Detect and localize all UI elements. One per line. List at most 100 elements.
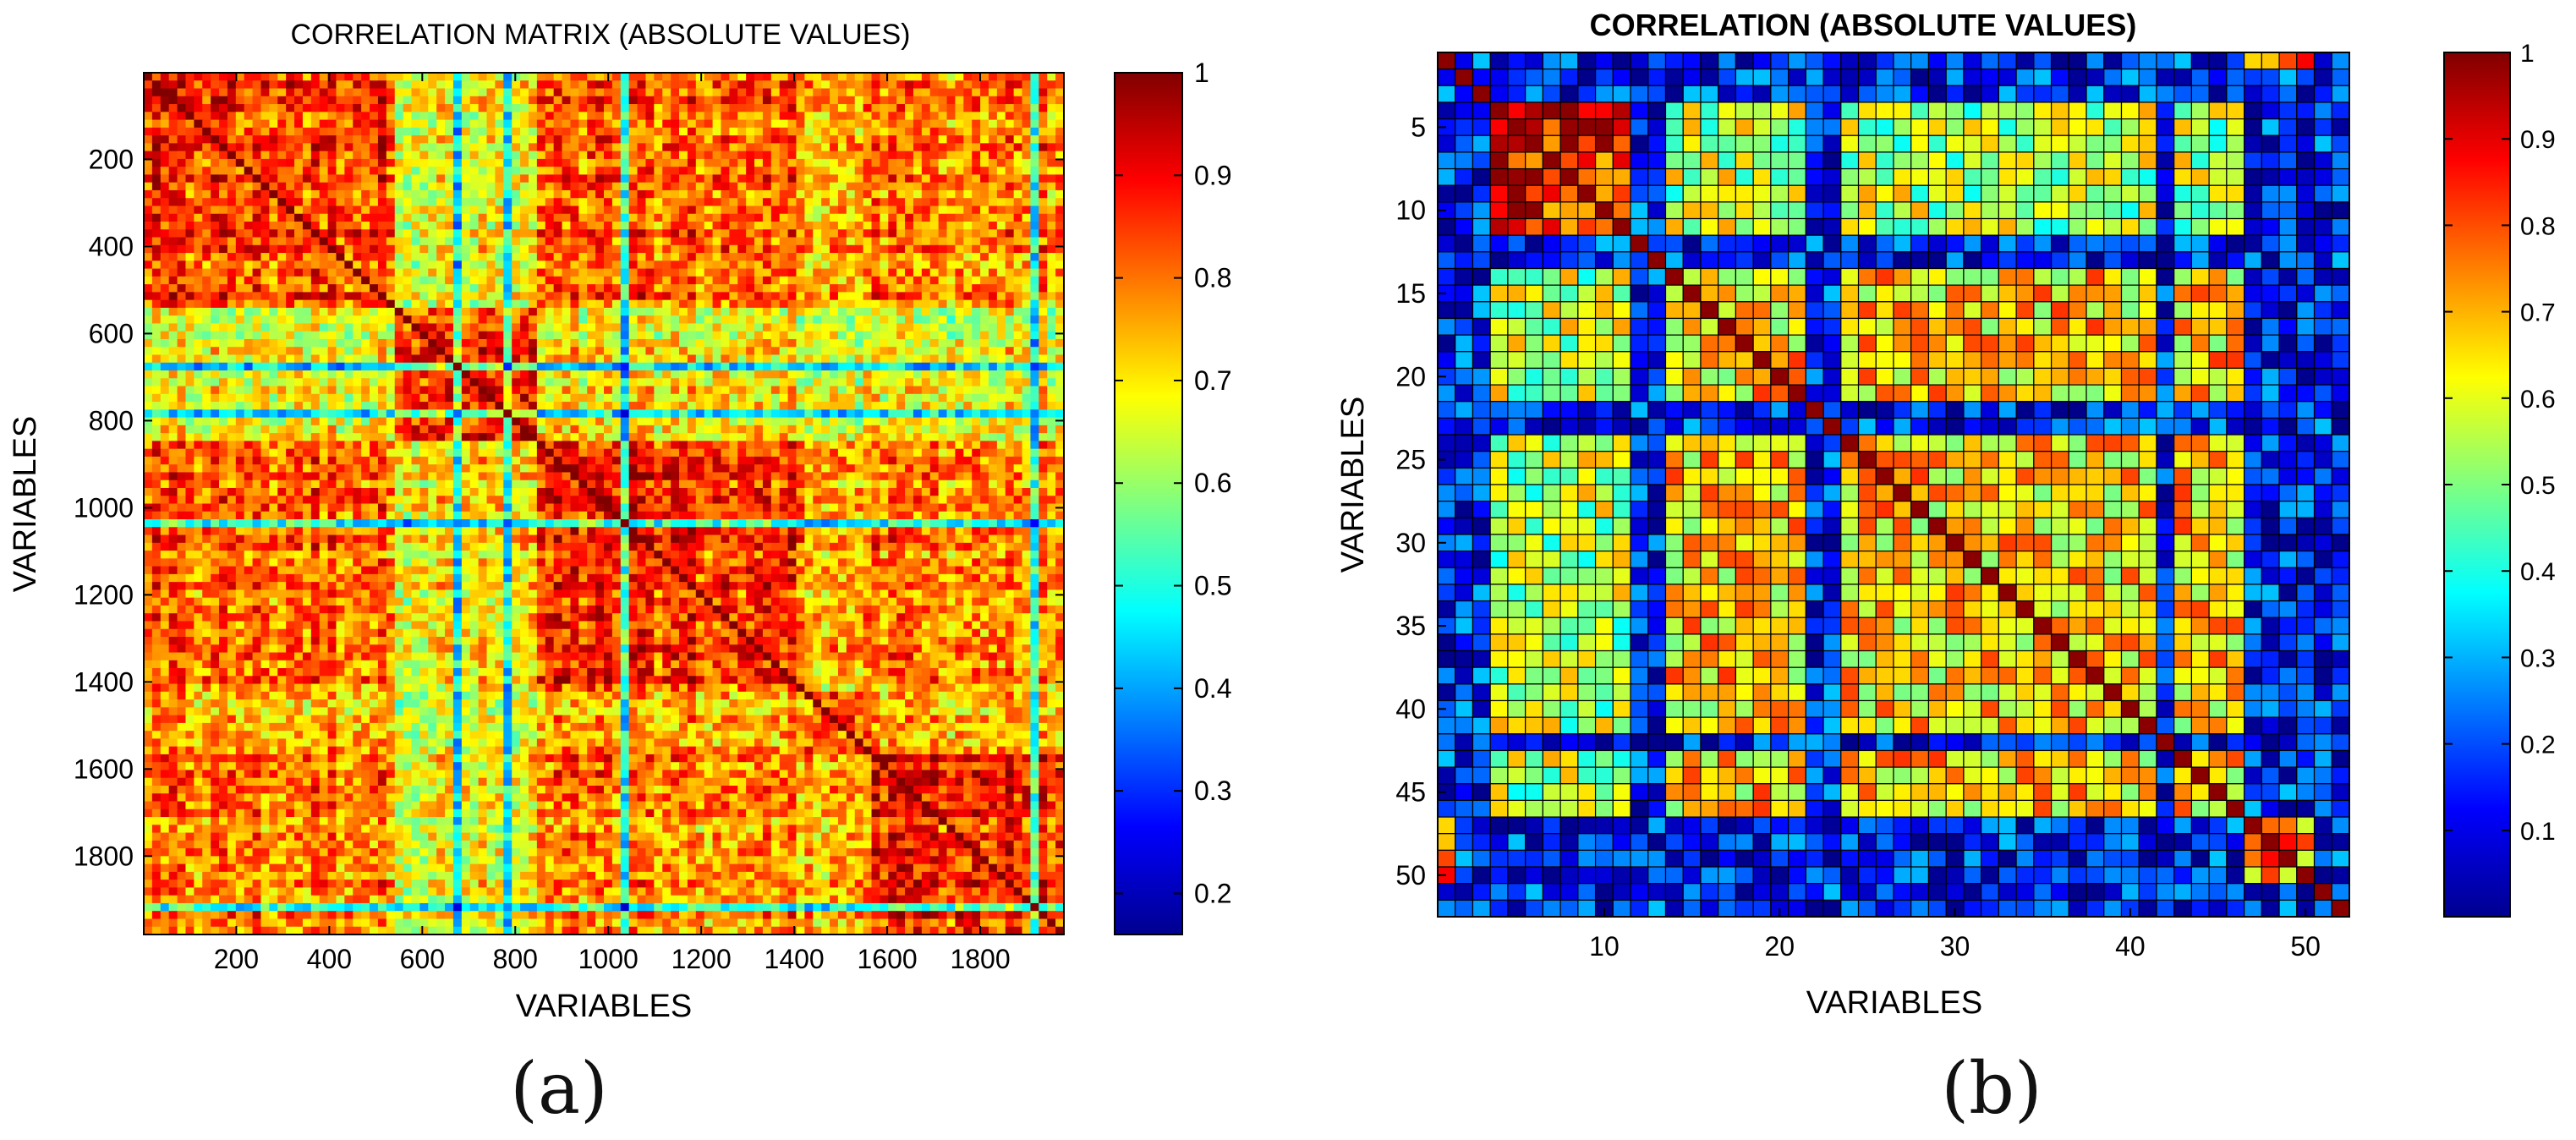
heatmap-a-cell bbox=[286, 206, 295, 215]
heatmap-a-cell bbox=[445, 331, 454, 340]
heatmap-a-cell bbox=[704, 292, 714, 301]
heatmap-a-cell bbox=[687, 370, 697, 379]
heatmap-a-cell bbox=[319, 222, 329, 230]
heatmap-a-cell bbox=[963, 112, 973, 121]
heatmap-a-cell bbox=[946, 112, 956, 121]
heatmap-a-cell bbox=[980, 198, 989, 207]
heatmap-a-cell bbox=[528, 370, 538, 379]
heatmap-a-cell bbox=[219, 73, 228, 81]
heatmap-a-cell bbox=[377, 96, 387, 105]
heatmap-a-cell bbox=[888, 151, 897, 160]
heatmap-a-cell bbox=[762, 206, 772, 215]
heatmap-a-cell bbox=[445, 292, 454, 301]
heatmap-a-cell bbox=[310, 276, 321, 285]
heatmap-a-cell bbox=[294, 260, 304, 270]
heatmap-a-cell bbox=[905, 206, 914, 215]
heatmap-a-cell bbox=[770, 331, 781, 340]
heatmap-a-cell bbox=[1022, 315, 1032, 325]
heatmap-a-cell bbox=[888, 237, 897, 246]
heatmap-a-cell bbox=[461, 127, 471, 136]
heatmap-a-cell bbox=[235, 402, 245, 410]
heatmap-a-cell bbox=[461, 425, 471, 434]
heatmap-a-cell bbox=[177, 244, 187, 254]
heatmap-a-cell bbox=[269, 331, 278, 340]
heatmap-a-cell bbox=[495, 386, 504, 395]
heatmap-a-cell bbox=[469, 167, 480, 176]
heatmap-a-cell bbox=[553, 307, 563, 316]
heatmap-a-cell bbox=[277, 127, 287, 136]
heatmap-a-cell bbox=[695, 378, 705, 387]
heatmap-a-cell bbox=[1039, 315, 1048, 325]
heatmap-a-cell bbox=[671, 174, 680, 184]
heatmap-a-cell bbox=[461, 338, 471, 348]
heatmap-a-cell bbox=[737, 174, 747, 184]
heatmap-a-cell bbox=[269, 206, 278, 215]
heatmap-a-cell bbox=[963, 354, 973, 364]
heatmap-a-cell bbox=[804, 292, 814, 301]
heatmap-a-cell bbox=[445, 143, 454, 152]
heatmap-a-cell bbox=[821, 338, 830, 348]
heatmap-a-cell bbox=[536, 244, 546, 254]
heatmap-a-cell bbox=[587, 386, 596, 395]
heatmap-a-cell bbox=[671, 229, 680, 238]
heatmap-a-cell bbox=[687, 73, 697, 81]
heatmap-a-cell bbox=[654, 268, 663, 277]
heatmap-a-cell bbox=[503, 189, 512, 199]
heatmap-a-cell bbox=[888, 362, 897, 371]
heatmap-a-cell bbox=[679, 143, 688, 152]
heatmap-a-cell bbox=[269, 143, 278, 152]
heatmap-a-cell bbox=[604, 174, 613, 184]
heatmap-a-cell bbox=[854, 393, 864, 403]
heatmap-a-cell bbox=[486, 409, 496, 419]
heatmap-a-cell bbox=[604, 347, 613, 356]
heatmap-a-cell bbox=[445, 284, 454, 293]
heatmap-a-cell bbox=[520, 174, 529, 184]
heatmap-a-cell bbox=[211, 370, 220, 379]
heatmap-a-cell bbox=[327, 354, 337, 364]
heatmap-a-cell bbox=[796, 354, 805, 364]
heatmap-a-cell bbox=[211, 229, 220, 238]
heatmap-a-cell bbox=[235, 167, 245, 176]
heatmap-a-cell bbox=[695, 409, 705, 419]
heatmap-a-cell bbox=[587, 417, 596, 426]
heatmap-a-cell bbox=[980, 182, 989, 191]
heatmap-a-cell bbox=[260, 386, 270, 395]
heatmap-a-cell bbox=[386, 409, 396, 419]
heatmap-a-cell bbox=[721, 409, 730, 419]
heatmap-a-cell bbox=[436, 409, 446, 419]
heatmap-a-cell bbox=[461, 386, 471, 395]
heatmap-a-cell bbox=[963, 253, 973, 261]
heatmap-a-cell bbox=[244, 402, 254, 410]
heatmap-a-cell bbox=[277, 347, 287, 356]
heatmap-a-cell bbox=[846, 347, 856, 356]
heatmap-a-cell bbox=[452, 417, 463, 426]
heatmap-a-cell bbox=[160, 198, 170, 207]
heatmap-a-cell bbox=[704, 112, 714, 121]
heatmap-a-cell bbox=[528, 292, 538, 301]
heatmap-a-cell bbox=[168, 143, 178, 152]
heatmap-a-cell bbox=[578, 331, 588, 340]
heatmap-a-cell bbox=[804, 206, 814, 215]
heatmap-a-cell bbox=[1047, 174, 1056, 184]
heatmap-a-cell bbox=[277, 402, 287, 410]
heatmap-a-cell bbox=[888, 135, 897, 144]
heatmap-a-cell bbox=[963, 362, 973, 371]
heatmap-a-cell bbox=[319, 276, 329, 285]
heatmap-a-cell bbox=[177, 284, 187, 293]
heatmap-a-cell bbox=[980, 158, 989, 167]
heatmap-a-cell bbox=[846, 338, 856, 348]
heatmap-a-cell bbox=[377, 402, 387, 410]
heatmap-a-cell bbox=[445, 237, 454, 246]
heatmap-a-cell bbox=[846, 276, 856, 285]
heatmap-a-cell bbox=[687, 167, 697, 176]
heatmap-a-cell bbox=[1005, 331, 1015, 340]
heatmap-a-cell bbox=[946, 378, 956, 387]
heatmap-a-cell bbox=[955, 402, 964, 410]
heatmap-a-cell bbox=[269, 182, 278, 191]
heatmap-a-cell bbox=[880, 88, 889, 97]
heatmap-a-cell bbox=[779, 370, 789, 379]
heatmap-a-cell bbox=[445, 268, 454, 277]
heatmap-a-cell bbox=[403, 315, 413, 325]
heatmap-a-cell bbox=[695, 284, 705, 293]
heatmap-a-cell bbox=[712, 402, 722, 410]
